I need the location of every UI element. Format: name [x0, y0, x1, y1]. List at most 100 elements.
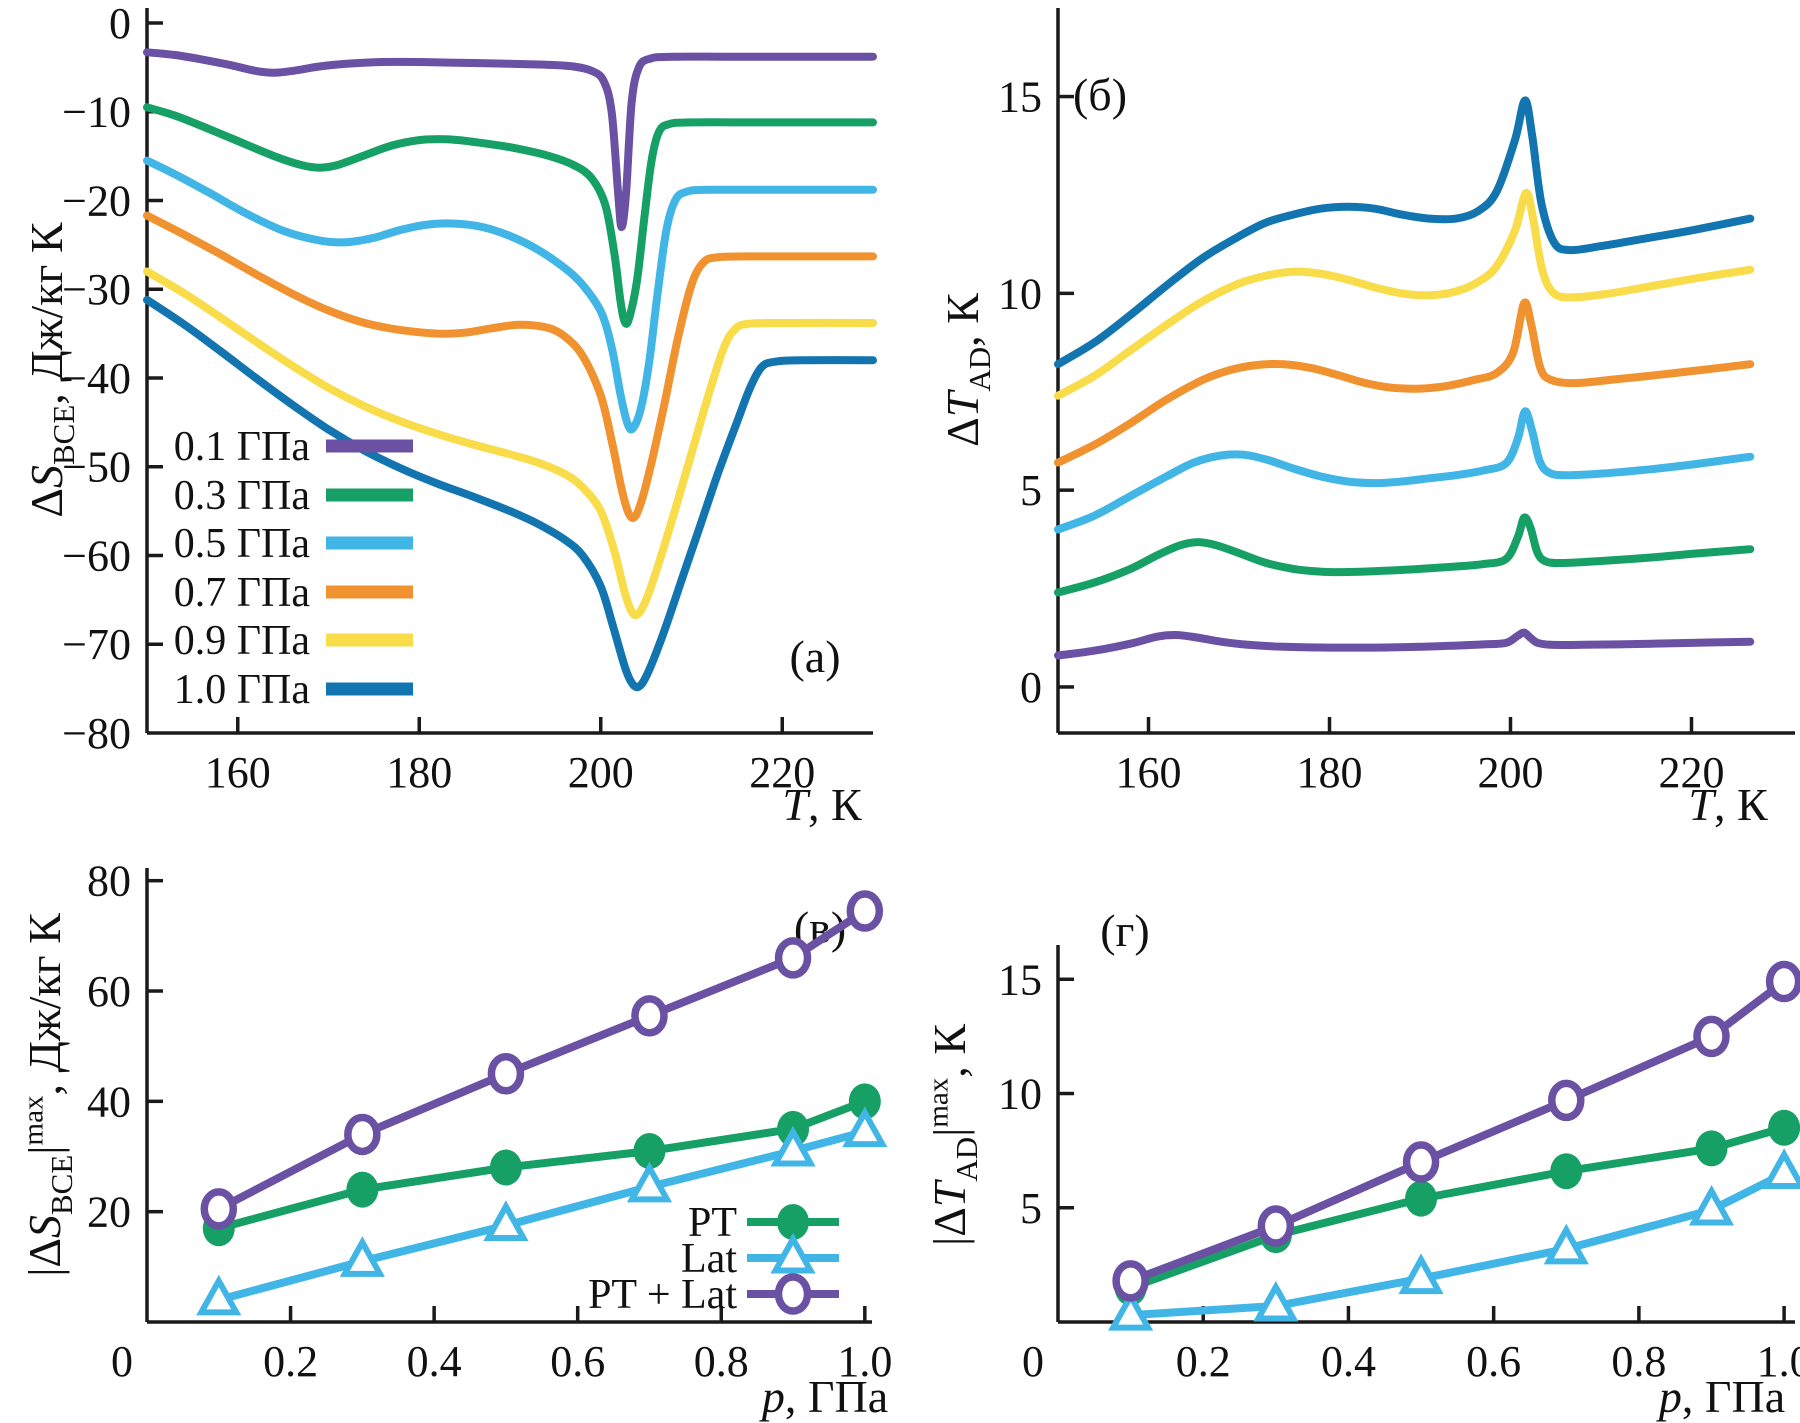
data-point-PT	[346, 1171, 379, 1208]
data-point-Lat	[1543, 1223, 1589, 1265]
data-point-Lat	[1398, 1253, 1444, 1295]
y-tick-label: 0	[1020, 663, 1042, 712]
y-tick-label: −10	[62, 88, 131, 137]
x-tick-label: 0.8	[1611, 1337, 1666, 1386]
curve-1.0-ГПа	[143, 295, 877, 692]
x-tick-label: 0.4	[1321, 1337, 1376, 1386]
data-point-PT-+-Lat	[1402, 1141, 1440, 1183]
series-line-PT-+-Lat	[1126, 977, 1789, 1285]
data-point-PT	[633, 1132, 666, 1169]
y-tick-label: −50	[62, 443, 131, 492]
y-tick-label: 10	[998, 269, 1042, 318]
y-tick-label: 80	[87, 857, 131, 906]
legend-label: Lat	[681, 1236, 737, 1282]
legend-marker	[770, 1232, 816, 1274]
y-tick-label: 20	[87, 1188, 131, 1237]
series-line-Lat	[1126, 1169, 1789, 1320]
y-tick-label: 5	[1020, 466, 1042, 515]
x-tick-label: 0	[111, 1337, 133, 1386]
data-point-PT-+-Lat	[487, 1053, 525, 1095]
legend-label: 0.9 ГПа	[174, 618, 311, 664]
y-tick-label: −40	[62, 354, 131, 403]
y-tick-label: −20	[62, 176, 131, 225]
x-tick-label: 0	[1022, 1337, 1044, 1386]
legend-item: PT	[688, 1200, 839, 1246]
panel-a: 160 180 200 220 0 −10 −20 −30 −40 −50 −60 −70 −80 T, …	[21, 0, 877, 830]
y-tick-label: −30	[62, 265, 131, 314]
data-point-PT-+-Lat	[1112, 1260, 1149, 1302]
curve-0.9-ГПа	[143, 267, 877, 620]
legend-item: 1.0 ГПа	[174, 667, 413, 713]
legend-marker	[774, 1273, 812, 1315]
x-tick-label: 1.0	[837, 1337, 892, 1386]
x-tick-label: 1.0	[1757, 1337, 1800, 1386]
data-point-PT	[1768, 1109, 1800, 1146]
y-tick-label: 40	[87, 1077, 131, 1126]
y-tick-label: −80	[62, 709, 131, 758]
curve-0.1-ГПа	[1054, 628, 1755, 660]
x-tick-label: 0.6	[550, 1337, 605, 1386]
x-tick-label: 180	[386, 748, 452, 797]
legend-label: 0.7 ГПа	[174, 570, 311, 616]
x-axis-label: p, ГПа	[1656, 1371, 1785, 1422]
curve-0.3-ГПа	[1054, 513, 1755, 597]
curve-0.7-ГПа	[1054, 298, 1755, 467]
x-tick-label: 0.2	[1176, 1337, 1231, 1386]
data-point-PT	[848, 1083, 881, 1120]
curve-1.0-ГПа	[1054, 96, 1755, 369]
data-point-Lat	[339, 1236, 385, 1277]
x-tick-label: 200	[568, 748, 634, 797]
legend-item: Lat	[681, 1232, 839, 1282]
data-point-Lat	[196, 1274, 242, 1316]
x-tick-label: 0.2	[263, 1337, 318, 1386]
legend-item: PT + Lat	[588, 1272, 839, 1318]
y-tick-label: −70	[62, 620, 131, 669]
panel-g: 0 0.2 0.4 0.6 0.8 1.0 5 10 15 p, ГПа |ΔTAD|max, К (…	[923, 905, 1800, 1422]
x-tick-label: 0.6	[1466, 1337, 1521, 1386]
data-point-PT-+-Lat	[1765, 960, 1800, 1003]
curve-0.3-ГПа	[143, 103, 877, 328]
legend-label: PT	[688, 1200, 737, 1246]
y-tick-label: 0	[109, 0, 131, 48]
data-point-PT-+-Lat	[1693, 1015, 1730, 1058]
curve-0.5-ГПа	[143, 156, 877, 434]
data-point-Lat	[626, 1161, 673, 1203]
y-axis-label: |ΔTAD|max, К	[923, 1024, 985, 1246]
x-tick-label: 220	[1659, 748, 1725, 797]
x-axis-label: T, К	[1688, 779, 1768, 830]
data-point-PT-+-Lat	[774, 937, 812, 979]
data-point-PT-+-Lat	[631, 995, 668, 1037]
x-axis-label: p, ГПа	[759, 1371, 888, 1422]
legend-item: 0.3 ГПа	[174, 473, 413, 519]
series-line-PT	[214, 1097, 869, 1233]
legend-item: 0.9 ГПа	[174, 618, 413, 664]
x-tick-label: 220	[749, 748, 815, 797]
y-axis-label: |ΔSBCE|max, Дж/кг К	[18, 913, 80, 1277]
data-point-Lat	[483, 1200, 529, 1241]
panel-letter-g: (г)	[1100, 905, 1150, 956]
data-point-Lat	[1253, 1280, 1299, 1322]
data-point-PT	[1695, 1130, 1728, 1167]
data-point-PT	[1550, 1153, 1583, 1190]
x-tick-label: 180	[1297, 748, 1363, 797]
legend-label: 0.1 ГПа	[174, 424, 311, 470]
legend-label: 1.0 ГПа	[174, 667, 311, 713]
y-tick-label: 15	[998, 955, 1042, 1004]
panel-letter-a: (a)	[789, 631, 840, 682]
series-line-PT	[1126, 1123, 1789, 1292]
y-tick-label: 5	[1020, 1184, 1042, 1233]
panel-letter-b: (б)	[1073, 69, 1127, 120]
legend-label: 0.5 ГПа	[174, 521, 311, 567]
curve-0.5-ГПа	[1054, 407, 1755, 534]
x-tick-label: 0.8	[694, 1337, 749, 1386]
x-tick-label: 0.4	[407, 1337, 462, 1386]
data-point-Lat	[1108, 1289, 1154, 1331]
y-tick-label: −60	[62, 531, 131, 580]
data-point-PT-+-Lat	[1548, 1079, 1585, 1122]
data-point-Lat	[770, 1125, 816, 1167]
x-tick-label: 160	[1116, 748, 1182, 797]
data-point-PT-+-Lat	[344, 1113, 381, 1156]
